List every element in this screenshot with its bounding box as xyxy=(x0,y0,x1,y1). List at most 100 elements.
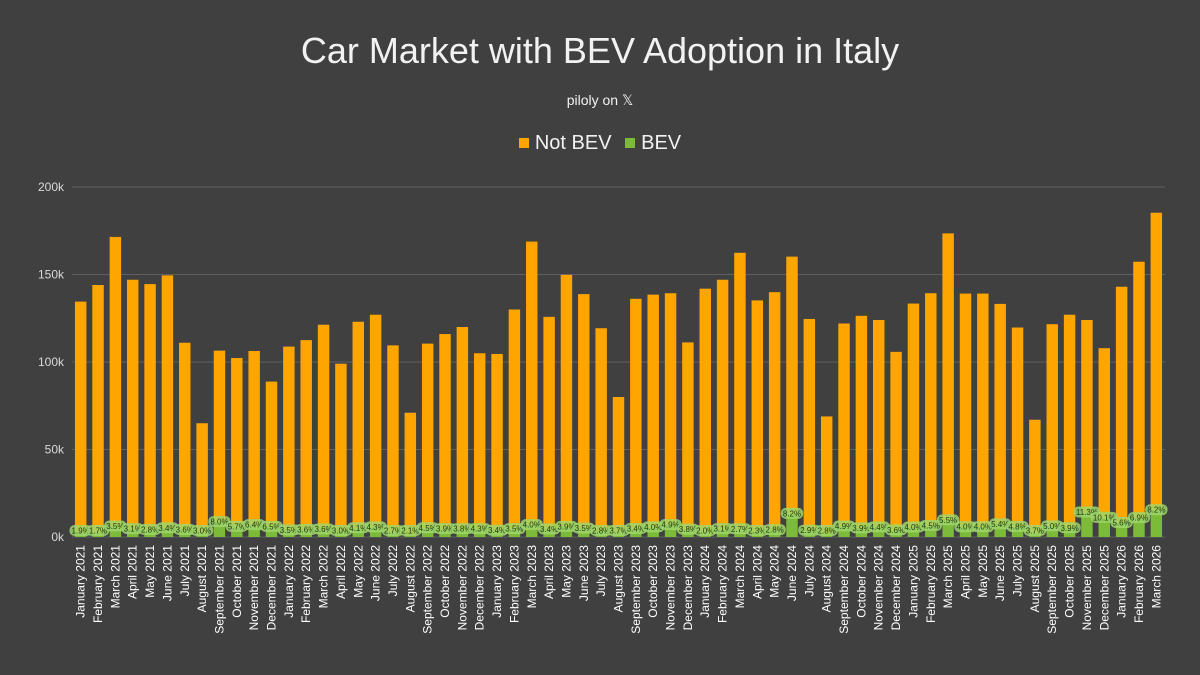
bar-not-bev-6 xyxy=(179,342,191,530)
x-tick-label-0: January 2021 xyxy=(74,545,88,618)
data-label-33: 4.0% xyxy=(644,523,662,532)
data-label-54: 4.8% xyxy=(1008,523,1026,532)
data-label-badge-22 xyxy=(451,523,474,535)
x-tick-label-12: January 2022 xyxy=(282,545,296,618)
bar-not-bev-49 xyxy=(925,293,937,526)
bar-not-bev-16 xyxy=(352,321,364,529)
data-label-30: 2.8% xyxy=(592,527,610,536)
data-label-52: 4.0% xyxy=(974,523,992,532)
data-label-12: 3.5% xyxy=(280,526,298,535)
label-layer: 1.9% 1.7% 3.5% 3.1% 2.8% 3.4% 3.6% 3.0%8.0%5.7%… xyxy=(69,504,1168,536)
data-label-58: 11.3% xyxy=(1076,508,1098,517)
data-label-40: 2.8% xyxy=(766,526,784,535)
data-label-badge-19 xyxy=(399,525,422,536)
bar-not-bev-34 xyxy=(664,293,677,526)
data-label-32: 3.4% xyxy=(627,524,645,533)
data-label-23: 4.3% xyxy=(471,525,489,534)
data-label-badge-46 xyxy=(867,521,890,533)
data-label-22: 3.8% xyxy=(453,525,471,534)
bar-not-bev-40 xyxy=(768,292,781,531)
data-label-badge-9 xyxy=(225,520,249,532)
x-tick-label-6: July 2021 xyxy=(178,545,192,597)
bar-bev-50 xyxy=(942,520,954,537)
bar-not-bev-23 xyxy=(473,353,486,530)
data-label-badge-45 xyxy=(850,522,873,534)
data-label-19: 2.1% xyxy=(401,527,419,536)
data-label-badge-35 xyxy=(676,523,700,535)
x-tick-label-26: March 2023 xyxy=(525,545,539,609)
data-label-badge-39 xyxy=(746,525,769,536)
x-tick-label-44: September 2024 xyxy=(837,545,851,634)
x-tick-label-17: June 2022 xyxy=(369,545,383,601)
x-tick-label-46: November 2024 xyxy=(872,545,886,631)
bar-not-bev-37 xyxy=(716,279,729,530)
bar-not-bev-0 xyxy=(74,301,87,533)
data-label-badge-38 xyxy=(728,523,752,535)
x-tick-label-55: August 2025 xyxy=(1028,545,1042,613)
bar-bev-28 xyxy=(560,526,573,537)
data-label-15: 3.0% xyxy=(332,527,350,536)
bar-not-bev-28 xyxy=(560,274,573,527)
data-label-badge-8 xyxy=(208,516,231,528)
x-tick-label-54: July 2025 xyxy=(1011,545,1025,597)
data-label-badge-37 xyxy=(711,523,734,535)
bar-not-bev-24 xyxy=(491,353,503,531)
x-tick-label-52: May 2025 xyxy=(976,545,990,598)
x-tick-label-50: March 2025 xyxy=(941,545,955,609)
y-tick-label-2: 100k xyxy=(38,355,65,369)
x-tick-label-27: April 2023 xyxy=(542,545,556,599)
data-label-17: 4.3% xyxy=(366,523,384,532)
x-tick-label-49: February 2025 xyxy=(924,545,938,623)
x-tick-label-40: May 2024 xyxy=(768,545,782,598)
x-tick-label-19: August 2022 xyxy=(403,545,417,613)
data-label-badge-18 xyxy=(381,525,405,536)
bar-bev-56 xyxy=(1046,526,1058,537)
chart-subtitle: piloly on 𝕏 xyxy=(566,92,634,108)
data-label-49: 4.5% xyxy=(922,521,940,530)
bar-not-bev-15 xyxy=(335,363,347,532)
x-tick-label-28: May 2023 xyxy=(559,545,573,598)
bar-not-bev-8 xyxy=(213,350,226,523)
data-label-badge-32 xyxy=(624,522,648,534)
data-label-14: 3.6% xyxy=(314,525,332,534)
bar-bev-49 xyxy=(925,525,937,537)
x-tick-label-57: October 2025 xyxy=(1063,545,1077,618)
data-label-37: 3.1% xyxy=(713,525,731,534)
bar-not-bev-50 xyxy=(942,233,954,521)
data-label-36: 2.0% xyxy=(696,527,714,536)
x-tick-label-24: January 2023 xyxy=(490,545,504,618)
data-label-badge-11 xyxy=(260,520,283,532)
bar-not-bev-59 xyxy=(1098,348,1111,518)
data-label-3: 3.1% xyxy=(124,525,142,534)
data-label-badge-20 xyxy=(416,522,439,534)
legend-swatch-bev xyxy=(625,138,636,148)
bar-not-bev-45 xyxy=(855,315,868,529)
bar-not-bev-14 xyxy=(317,324,330,530)
data-label-21: 3.9% xyxy=(436,525,454,534)
data-label-34: 4.9% xyxy=(661,521,679,530)
bar-not-bev-4 xyxy=(144,284,156,530)
legend-label-not-bev: Not BEV xyxy=(534,131,612,154)
bar-not-bev-20 xyxy=(421,343,434,529)
x-tick-label-48: January 2025 xyxy=(906,545,920,618)
bar-not-bev-43 xyxy=(820,416,833,534)
data-label-56: 5.0% xyxy=(1043,522,1061,531)
data-label-badge-15 xyxy=(329,525,353,536)
x-tick-label-29: June 2023 xyxy=(577,545,591,601)
bar-bev-2 xyxy=(109,526,122,537)
data-label-18: 2.7% xyxy=(384,527,402,536)
data-label-5: 3.4% xyxy=(158,524,176,533)
bar-bev-8 xyxy=(213,522,226,537)
data-label-13: 3.6% xyxy=(297,526,315,535)
x-tick-label-47: December 2024 xyxy=(889,545,903,631)
bar-not-bev-9 xyxy=(231,357,243,527)
data-label-62: 8.2% xyxy=(1147,506,1165,515)
data-label-badge-52 xyxy=(971,521,995,533)
data-label-44: 4.9% xyxy=(835,522,853,531)
x-tick-label-51: April 2025 xyxy=(958,545,972,599)
data-label-1: 1.7% xyxy=(89,527,107,536)
bar-not-bev-25 xyxy=(508,309,521,530)
x-tick-label-45: October 2024 xyxy=(854,545,868,618)
chart-title: Car Market with BEV Adoption in Italy xyxy=(300,30,900,71)
